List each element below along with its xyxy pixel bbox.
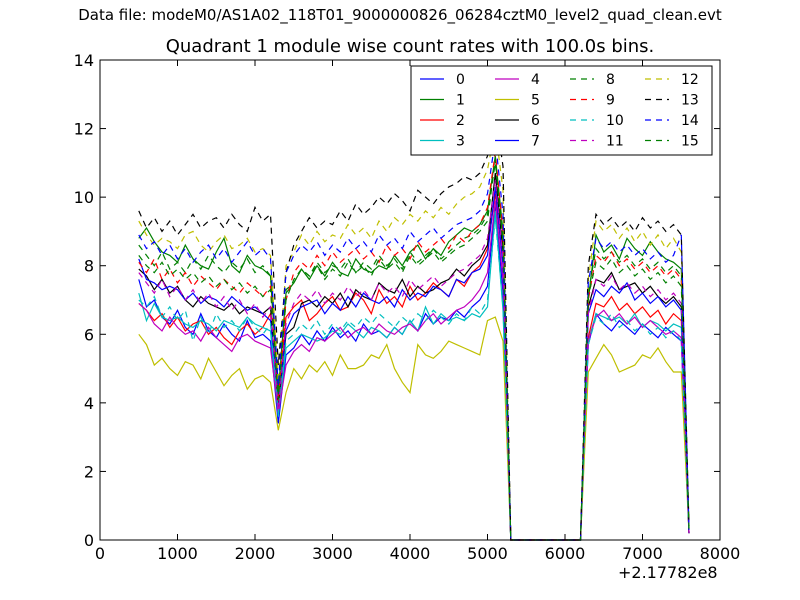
legend-label-8: 8 [606,72,615,88]
x-tick-label: 0 [95,544,105,563]
series-line-4 [138,200,690,541]
legend-label-9: 9 [606,93,615,109]
x-tick-label: 3000 [312,544,353,563]
legend-label-11: 11 [606,134,624,150]
legend-label-4: 4 [531,72,540,88]
x-tick-label: 8000 [700,544,741,563]
series-line-5 [138,316,690,541]
x-tick-label: 2000 [235,544,276,563]
y-tick-label: 12 [74,120,94,139]
legend-label-6: 6 [531,113,540,129]
legend-label-5: 5 [531,93,540,109]
x-tick-label: 7000 [622,544,663,563]
legend-label-7: 7 [531,134,540,150]
legend-label-14: 14 [681,113,699,129]
legend-label-1: 1 [456,93,465,109]
series-line-6 [138,173,690,541]
y-tick-label: 8 [84,257,94,276]
legend-label-2: 2 [456,113,465,129]
series-line-12 [138,128,690,541]
series-line-11 [138,179,690,541]
legend-label-10: 10 [606,113,624,129]
series-line-8 [138,162,690,541]
legend-label-0: 0 [456,72,465,88]
legend-label-15: 15 [681,134,699,150]
y-tick-label: 14 [74,51,94,70]
y-tick-label: 10 [74,188,94,207]
series-line-7 [138,186,690,541]
legend-label-13: 13 [681,93,699,109]
y-tick-label: 2 [84,462,94,481]
series-line-15 [138,159,690,541]
series-line-14 [138,138,690,541]
x-tick-label: 1000 [157,544,198,563]
series-line-1 [138,155,690,541]
series-line-13 [138,111,690,541]
legend-label-3: 3 [456,134,465,150]
series-line-9 [138,152,690,541]
series-lines [138,111,690,541]
x-tick-label: 4000 [390,544,431,563]
x-tick-label: 5000 [467,544,508,563]
figure-suptitle: Data file: modeM0/AS1A02_118T01_90000008… [78,6,722,24]
y-tick-label: 4 [84,394,94,413]
x-axis-offset-label: +2.17782e8 [618,563,718,582]
legend-label-12: 12 [681,72,699,88]
y-tick-label: 6 [84,325,94,344]
x-tick-label: 6000 [545,544,586,563]
series-line-10 [138,217,690,541]
chart-title: Quadrant 1 module wise count rates with … [165,36,655,57]
series-line-2 [138,193,690,541]
y-tick-label: 0 [84,531,94,550]
